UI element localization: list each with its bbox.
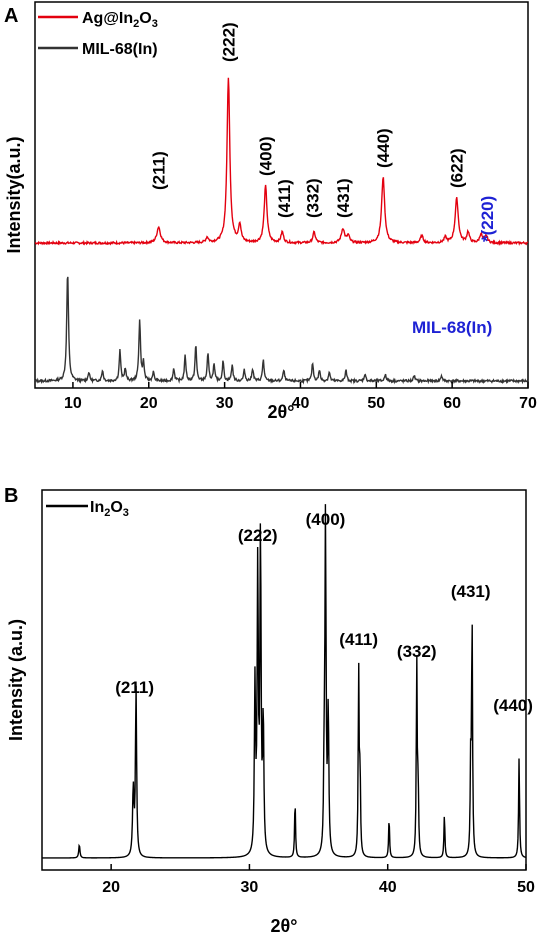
peak-label: (440) xyxy=(374,128,393,168)
panel-b-frame xyxy=(41,489,527,871)
panel-a-legend: Ag@In2O3 MIL-68(In) xyxy=(38,10,158,58)
panel-b: B In2O3 20 30 40 50 (211) (222) (400) (411) (33… xyxy=(4,485,535,936)
x-tick-label: 40 xyxy=(292,395,310,412)
peak-label: (222) xyxy=(238,526,278,545)
panel-a-y-axis-title: Intensity(a.u.) xyxy=(4,136,24,253)
series-line-ag-in2o3 xyxy=(34,77,529,246)
x-tick-label: 20 xyxy=(102,879,120,896)
peak-label: (332) xyxy=(304,178,323,218)
x-tick-label: 70 xyxy=(519,395,537,412)
panel-b-letter: B xyxy=(4,485,18,507)
peak-label: (211) xyxy=(150,151,169,190)
x-tick-label: 20 xyxy=(140,395,158,412)
panel-a-letter: A xyxy=(4,5,18,27)
peak-label: (431) xyxy=(451,582,491,601)
peak-label: (440) xyxy=(493,696,533,715)
x-tick-label: 50 xyxy=(367,395,385,412)
panel-a-frame xyxy=(34,1,529,389)
peak-label: (400) xyxy=(306,510,346,529)
x-tick-label: 30 xyxy=(241,879,259,896)
x-tick-label: 40 xyxy=(379,879,397,896)
peak-label: (400) xyxy=(257,136,276,176)
series-line-in2o3 xyxy=(42,504,527,859)
peak-label: (211) xyxy=(115,678,154,697)
panel-a-x-axis-title: 2θ° xyxy=(268,402,295,422)
panel-b-y-axis-title: Intensity (a.u.) xyxy=(6,619,26,741)
panel-b-annotations: (211) (222) (400) (411) (332) (431) (440) xyxy=(115,510,533,715)
x-tick-label: 50 xyxy=(517,879,535,896)
x-tick-label: 10 xyxy=(64,395,82,412)
panel-a: A Ag@In2O3 MIL-68(In) 10 20 30 40 50 60 70 (21… xyxy=(4,1,537,422)
panel-b-x-axis-title: 2θ° xyxy=(271,916,298,936)
series-line-mil68 xyxy=(34,276,529,385)
peak-label: (431) xyxy=(334,178,353,218)
legend-label-mil68: MIL-68(In) xyxy=(82,41,158,58)
peak-label: (332) xyxy=(397,642,437,661)
legend-label-in2o3: In2O3 xyxy=(90,499,129,519)
panel-b-x-ticks: 20 30 40 50 xyxy=(102,864,535,896)
panel-b-legend: In2O3 xyxy=(46,499,129,519)
peak-label: (411) xyxy=(339,630,378,649)
peak-label: *(220) xyxy=(478,196,497,242)
legend-label-ag-in2o3: Ag@In2O3 xyxy=(82,10,158,30)
peak-label: (411) xyxy=(275,179,294,218)
x-tick-label: 30 xyxy=(216,395,234,412)
panel-a-annotations: (211) (222) (400) (411) (332) (431) (440) (622)… xyxy=(150,22,497,337)
x-tick-label: 60 xyxy=(443,395,461,412)
peak-label: MIL-68(In) xyxy=(412,318,492,337)
peak-label: (222) xyxy=(219,22,238,62)
peak-label: (622) xyxy=(448,148,467,188)
panel-a-x-ticks: 10 20 30 40 50 60 70 xyxy=(64,382,537,412)
